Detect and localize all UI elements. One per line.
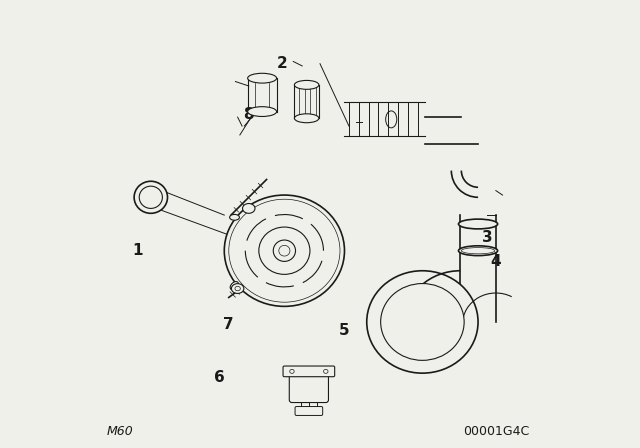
Ellipse shape xyxy=(294,114,319,123)
Ellipse shape xyxy=(232,284,244,293)
Ellipse shape xyxy=(273,240,296,261)
Ellipse shape xyxy=(259,227,310,274)
Text: 3: 3 xyxy=(482,230,492,245)
Ellipse shape xyxy=(140,186,163,208)
Ellipse shape xyxy=(324,369,328,373)
Ellipse shape xyxy=(294,80,319,89)
Ellipse shape xyxy=(235,286,240,291)
Text: 1: 1 xyxy=(132,243,143,258)
Text: 4: 4 xyxy=(490,254,501,269)
Ellipse shape xyxy=(248,73,276,83)
Ellipse shape xyxy=(224,195,344,306)
Ellipse shape xyxy=(230,215,239,220)
Text: 2: 2 xyxy=(276,56,287,71)
FancyBboxPatch shape xyxy=(283,366,335,377)
Text: 8: 8 xyxy=(243,108,254,122)
Ellipse shape xyxy=(367,271,478,373)
Ellipse shape xyxy=(243,203,255,213)
Ellipse shape xyxy=(230,281,238,290)
Text: 5: 5 xyxy=(339,323,350,338)
Text: M60: M60 xyxy=(106,425,133,438)
Ellipse shape xyxy=(279,246,290,256)
Ellipse shape xyxy=(381,284,464,360)
Ellipse shape xyxy=(248,107,276,116)
Ellipse shape xyxy=(458,246,498,256)
Text: 6: 6 xyxy=(214,370,225,385)
Text: 7: 7 xyxy=(223,317,234,332)
FancyBboxPatch shape xyxy=(295,406,323,415)
Ellipse shape xyxy=(461,248,495,254)
Ellipse shape xyxy=(134,181,168,213)
Text: 00001G4C: 00001G4C xyxy=(463,425,529,438)
FancyBboxPatch shape xyxy=(289,373,328,403)
Ellipse shape xyxy=(458,219,498,229)
Ellipse shape xyxy=(290,369,294,373)
